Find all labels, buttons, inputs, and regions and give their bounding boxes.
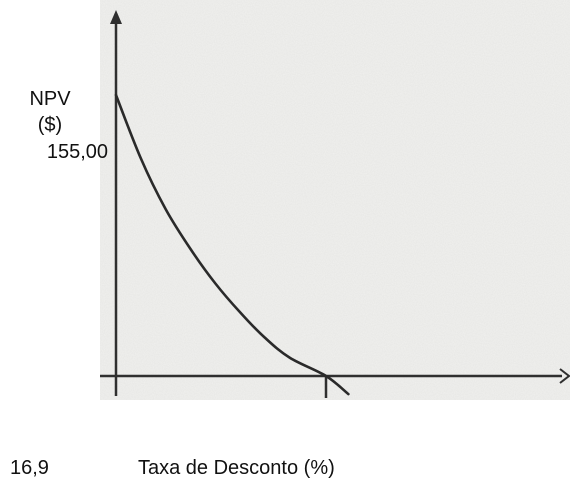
y-axis-arrowhead (110, 10, 122, 24)
x-tick-label: 16,9 (10, 457, 49, 479)
plot-texture (100, 0, 570, 400)
y-axis-label-line2: ($) (37, 114, 63, 136)
y-tick-label: 155,00 (46, 141, 108, 163)
npv-curve (114, 93, 350, 396)
y-axis-label-line1: NPV (29, 88, 71, 110)
x-axis-label: Taxa de Desconto (%) (138, 457, 335, 479)
x-axis-arrowhead (559, 368, 570, 384)
